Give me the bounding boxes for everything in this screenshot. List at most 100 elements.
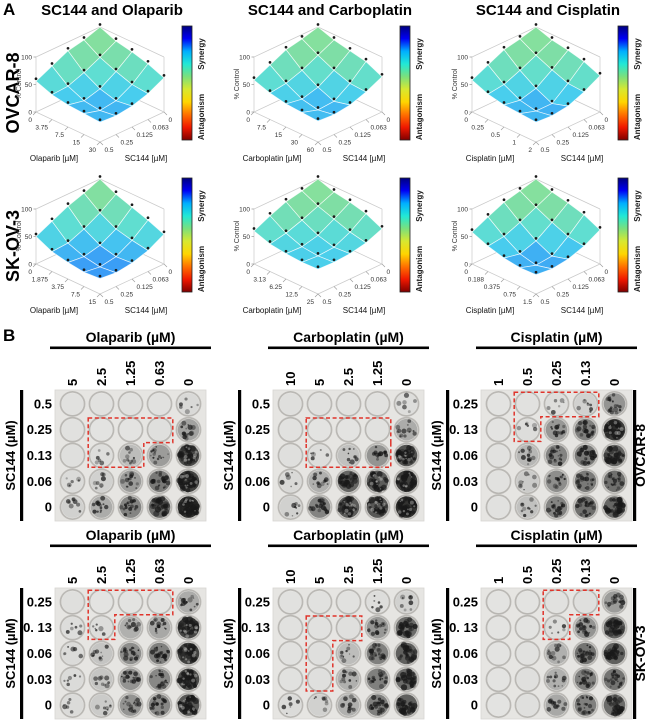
data-point xyxy=(550,99,554,103)
well xyxy=(572,390,599,417)
row-label: 0.06 xyxy=(245,474,270,489)
colony-speckle xyxy=(367,677,371,681)
colony-speckle xyxy=(614,502,618,507)
well-rim-inner xyxy=(486,641,511,666)
colony-fleck xyxy=(345,503,349,507)
colony-speckle xyxy=(604,480,608,485)
drug-tick-label: 0 xyxy=(28,269,32,276)
data-point xyxy=(82,68,86,72)
colony-speckle xyxy=(160,680,166,686)
colony-fleck xyxy=(179,474,184,479)
colony-speckle xyxy=(618,405,622,409)
colony-speckle xyxy=(408,510,412,514)
colony-speckle xyxy=(588,512,591,515)
sc144-tick-label: 0.125 xyxy=(137,284,154,291)
colony-speckle xyxy=(579,475,585,481)
well xyxy=(543,442,570,469)
colony-speckle xyxy=(589,650,591,652)
data-point xyxy=(582,88,586,91)
colony-speckle xyxy=(403,434,407,438)
row-label: 0.06 xyxy=(27,646,52,661)
colony-speckle xyxy=(122,649,127,653)
well-rim-inner xyxy=(89,469,114,494)
well xyxy=(485,442,512,469)
colony-speckle xyxy=(130,459,133,463)
colony-speckle xyxy=(187,424,190,426)
colony-speckle xyxy=(617,434,622,438)
drug-tick xyxy=(32,263,37,268)
colony-speckle xyxy=(407,617,413,623)
colony-speckle xyxy=(128,670,133,675)
colony-speckle xyxy=(326,483,329,485)
colony-fleck xyxy=(407,457,411,462)
well xyxy=(88,442,115,469)
colony-area xyxy=(487,694,510,716)
colony-area xyxy=(90,393,113,415)
well xyxy=(335,640,362,667)
colony-speckle xyxy=(408,500,412,505)
drug-tick xyxy=(484,271,489,275)
colony-speckle xyxy=(342,673,346,678)
sc144-tick xyxy=(163,263,168,268)
colony-speckle xyxy=(122,708,125,711)
colony-speckle xyxy=(92,654,95,657)
colony-speckle xyxy=(345,649,348,653)
well xyxy=(601,614,628,641)
colony-speckle xyxy=(182,700,187,705)
colony-area xyxy=(545,591,568,613)
colony-fleck xyxy=(367,503,371,507)
colony-speckle xyxy=(190,405,193,409)
sc144-tick xyxy=(567,126,572,131)
colony-speckle xyxy=(374,624,379,629)
colony-speckle xyxy=(312,475,317,481)
row-label: 0.13 xyxy=(27,448,52,463)
colony-speckle xyxy=(341,651,344,654)
colony-speckle xyxy=(412,457,417,461)
colony-fleck xyxy=(409,507,413,512)
drug-tick-label: 3.75 xyxy=(51,284,64,291)
colony-fleck xyxy=(398,455,403,460)
colony-speckle xyxy=(613,452,621,459)
sc144-tick-label: 0.5 xyxy=(323,299,332,306)
colony-speckle xyxy=(380,707,385,713)
colony-speckle xyxy=(603,649,608,654)
colony-area xyxy=(61,642,84,665)
colony-speckle xyxy=(523,471,529,477)
colony-speckle xyxy=(352,474,358,480)
data-point xyxy=(146,59,150,63)
colony-speckle xyxy=(619,604,624,609)
data-point xyxy=(268,89,272,92)
data-point xyxy=(98,241,102,245)
colony-speckle xyxy=(355,680,358,682)
colony-speckle xyxy=(291,471,293,474)
colony-speckle xyxy=(161,681,163,684)
colony-speckle xyxy=(315,505,319,509)
colony-speckle xyxy=(101,655,104,657)
well-rim-inner xyxy=(60,495,85,520)
colony-speckle xyxy=(162,654,168,659)
colony-speckle xyxy=(406,706,411,710)
colony-area xyxy=(61,393,84,415)
colony-fleck xyxy=(352,508,355,511)
colony-speckle xyxy=(340,654,343,657)
colony-speckle xyxy=(376,648,382,654)
colony-speckle xyxy=(183,682,188,687)
colony-speckle xyxy=(180,502,185,507)
colony-speckle xyxy=(128,481,134,486)
colony-speckle xyxy=(550,447,555,452)
well-rim-inner xyxy=(118,641,143,666)
colony-speckle xyxy=(122,670,127,675)
colony-speckle xyxy=(155,471,158,474)
data-point xyxy=(332,188,336,191)
well-rim-inner xyxy=(60,417,85,442)
well xyxy=(601,468,628,495)
colony-speckle xyxy=(611,483,614,487)
colony-speckle xyxy=(555,450,558,453)
colony-speckle xyxy=(584,476,590,482)
colony-speckle xyxy=(127,495,132,500)
colony-speckle xyxy=(582,460,588,466)
data-point xyxy=(284,249,288,253)
colony-speckle xyxy=(546,675,550,679)
sc144-tick-label: 0.125 xyxy=(573,132,590,139)
colony-speckle xyxy=(528,449,531,451)
